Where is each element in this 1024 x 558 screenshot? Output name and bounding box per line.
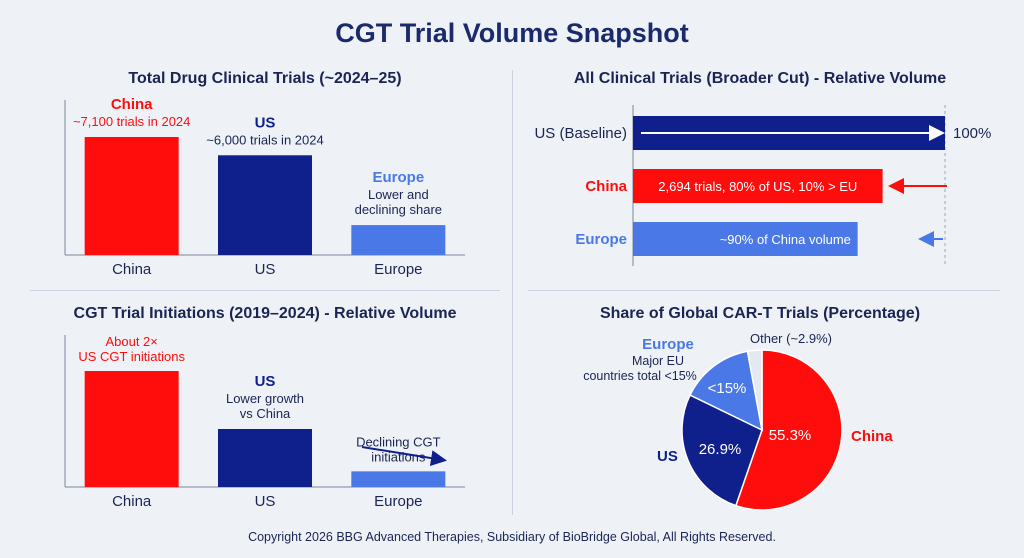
- annotation-china-0: ~7,100 trials in 2024: [73, 114, 190, 129]
- tick-label-europe: Europe: [374, 493, 422, 510]
- annotation-heading-europe: Europe: [372, 169, 424, 186]
- annotation-heading-us: US: [255, 373, 276, 390]
- bar-label-china: 2,694 trials, 80% of US, 10% > EU: [658, 179, 857, 194]
- slice-other: [746, 349, 763, 431]
- value-label-us: 100%: [953, 125, 991, 142]
- bar-europe: [633, 222, 858, 256]
- panel-title-all-trials: All Clinical Trials (Broader Cut) - Rela…: [573, 70, 947, 87]
- legend-europe: Europe: [642, 336, 694, 353]
- annotation-europe-1: declining share: [355, 202, 442, 217]
- tick-label-us: US: [255, 493, 276, 510]
- panel-title-cgt-initiations: CGT Trial Initiations (2019–2024) - Rela…: [73, 305, 457, 322]
- bar-europe: [351, 471, 446, 487]
- bar-label-europe: ~90% of China volume: [720, 232, 851, 247]
- panel-title-car-t-share: Share of Global CAR-T Trials (Percentage…: [599, 305, 921, 322]
- annotation-europe-0: Lower and: [368, 187, 429, 202]
- annotation-heading-us: US: [255, 114, 276, 131]
- bar-china: [84, 371, 179, 487]
- tick-label-europe: Europe: [575, 231, 627, 248]
- annotation-us-1: vs China: [240, 406, 291, 421]
- europe-note-1: countries total <15%: [583, 369, 697, 383]
- annotation-heading-china: China: [111, 96, 153, 113]
- bar-china: [633, 169, 883, 203]
- divider-right: [528, 290, 1000, 291]
- annotation-us-0: ~6,000 trials in 2024: [206, 132, 323, 147]
- legend-us: US: [657, 448, 678, 465]
- slice-value-china: 55.3%: [769, 427, 812, 444]
- europe-note-0: Major EU: [632, 354, 684, 368]
- bar-europe: [351, 225, 446, 255]
- bar-us: [218, 155, 312, 255]
- bar-china: [84, 137, 179, 255]
- divider-vertical: [512, 70, 513, 515]
- declining-arrow: [361, 446, 447, 466]
- page-title: CGT Trial Volume Snapshot: [335, 18, 689, 48]
- tick-label-us: US: [255, 261, 276, 278]
- tick-label-europe: Europe: [374, 261, 422, 278]
- divider-left: [30, 290, 500, 291]
- annotation-europe-0: Declining CGT: [356, 434, 441, 449]
- slice-value-us: 26.9%: [699, 441, 742, 458]
- tick-label-china: China: [112, 261, 152, 278]
- slice-us: [681, 394, 763, 507]
- slice-value-europe: <15%: [708, 380, 747, 397]
- tick-label-china: China: [585, 178, 627, 195]
- copyright: Copyright 2026 BBG Advanced Therapies, S…: [248, 530, 776, 544]
- slice-europe: [689, 350, 764, 432]
- tick-label-us-baseline: US (Baseline): [534, 125, 627, 142]
- bar-us: [218, 429, 312, 487]
- tick-label-china: China: [112, 493, 152, 510]
- legend-china: China: [851, 428, 893, 445]
- annotation-china-1: US CGT initiations: [78, 349, 185, 364]
- annotation-us-0: Lower growth: [226, 391, 304, 406]
- annotation-china-0: About 2×: [105, 334, 157, 349]
- label-other: Other (~2.9%): [750, 331, 832, 346]
- annotation-europe-1: initiations: [371, 449, 426, 464]
- panel-title-total-trials: Total Drug Clinical Trials (~2024–25): [128, 70, 402, 87]
